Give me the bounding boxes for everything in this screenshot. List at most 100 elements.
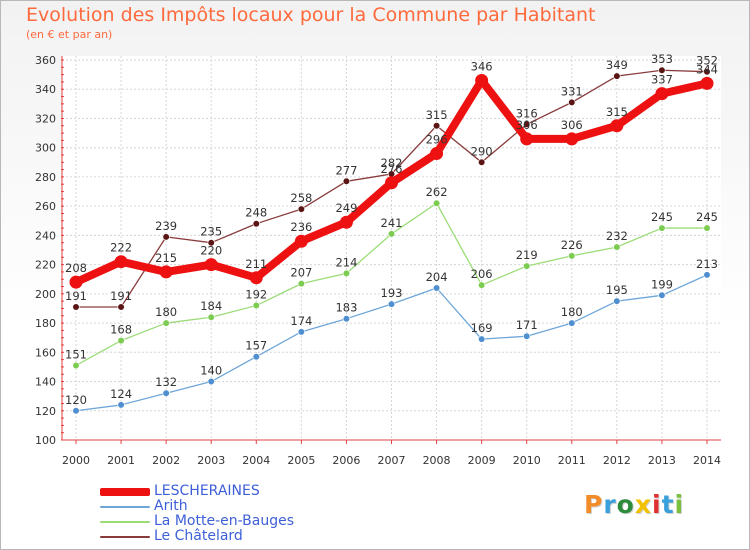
- legend-label: Arith: [154, 498, 188, 514]
- legend-swatch: [100, 521, 150, 523]
- chart-subtitle: (en € et par an): [26, 28, 113, 41]
- data-label: 180: [155, 305, 177, 319]
- data-point: [700, 76, 714, 90]
- x-tick-label: 2014: [693, 454, 721, 467]
- data-label: 296: [426, 133, 448, 147]
- legend-label: Le Châtelard: [154, 528, 243, 544]
- data-label: 120: [65, 393, 87, 407]
- legend-label: LESCHERAINES: [154, 483, 260, 499]
- data-point: [613, 243, 621, 251]
- data-point: [204, 258, 218, 272]
- y-tick-label: 320: [35, 112, 56, 125]
- data-point: [72, 361, 80, 370]
- data-label: 140: [200, 364, 222, 378]
- data-point: [568, 252, 576, 260]
- logo-letter: P: [584, 490, 604, 519]
- data-point: [387, 300, 396, 308]
- data-label: 315: [606, 105, 628, 119]
- data-point: [385, 176, 398, 190]
- data-label: 290: [471, 144, 493, 158]
- data-label: 337: [651, 73, 673, 87]
- data-label: 174: [290, 314, 312, 328]
- data-point: [297, 205, 305, 213]
- data-point: [565, 132, 579, 146]
- legend-label: La Motte-en-Bauges: [154, 513, 295, 529]
- data-label: 262: [426, 185, 448, 199]
- data-label: 226: [561, 238, 583, 252]
- data-label: 344: [696, 62, 718, 76]
- data-point: [432, 199, 441, 207]
- data-point: [207, 377, 215, 386]
- y-tick-label: 160: [35, 346, 56, 359]
- y-tick-label: 140: [35, 376, 56, 389]
- data-point: [432, 122, 441, 130]
- data-point: [568, 98, 576, 106]
- data-label: 191: [110, 289, 132, 303]
- y-tick-label: 280: [35, 171, 56, 184]
- data-point: [294, 234, 308, 248]
- data-label: 183: [335, 301, 357, 315]
- data-label: 220: [200, 244, 222, 258]
- chart-title: Evolution des Impôts locaux pour la Comm…: [26, 4, 596, 26]
- data-point: [430, 147, 444, 161]
- data-label: 191: [65, 289, 87, 303]
- data-point: [568, 319, 576, 327]
- y-tick-label: 180: [35, 317, 56, 330]
- data-label: 208: [65, 261, 87, 275]
- data-label: 195: [606, 283, 628, 297]
- data-point: [117, 337, 125, 345]
- x-tick-label: 2002: [152, 454, 180, 467]
- data-point: [478, 158, 486, 166]
- data-label: 315: [426, 108, 448, 122]
- x-tick-label: 2003: [197, 454, 225, 467]
- data-label: 276: [381, 162, 403, 176]
- y-tick-label: 340: [35, 83, 56, 96]
- data-label: 219: [516, 248, 538, 262]
- data-label: 245: [651, 210, 673, 224]
- logo-letter: o: [616, 490, 635, 519]
- y-tick-label: 260: [35, 200, 56, 213]
- legend-swatch: [100, 506, 150, 508]
- data-point: [658, 291, 666, 299]
- data-label: 213: [696, 257, 718, 271]
- data-point: [117, 303, 125, 311]
- x-tick-label: 2012: [603, 454, 631, 467]
- x-tick-label: 2005: [287, 454, 315, 467]
- logo-letter: x: [634, 490, 652, 519]
- logo-letter: t: [661, 490, 675, 519]
- data-point: [252, 301, 260, 310]
- x-tick-label: 2004: [242, 454, 270, 467]
- data-point: [297, 328, 305, 336]
- data-point: [613, 72, 621, 80]
- data-point: [207, 239, 215, 247]
- y-tick-label: 240: [35, 229, 56, 242]
- y-tick-label: 300: [35, 142, 56, 155]
- data-label: 124: [110, 387, 132, 401]
- x-tick-label: 2010: [513, 454, 541, 467]
- data-point: [432, 284, 441, 292]
- data-label: 236: [290, 220, 312, 234]
- data-point: [249, 271, 263, 285]
- data-label: 199: [651, 277, 673, 291]
- data-label: 193: [381, 286, 403, 300]
- data-point: [478, 281, 486, 289]
- data-label: 346: [471, 59, 493, 73]
- data-label: 211: [245, 257, 267, 271]
- data-point: [162, 233, 170, 241]
- y-tick-label: 220: [35, 259, 56, 272]
- data-label: 214: [335, 255, 357, 269]
- logo-letter: i: [674, 490, 685, 519]
- data-point: [658, 66, 666, 74]
- data-point: [613, 297, 621, 305]
- y-tick-label: 200: [35, 288, 56, 301]
- data-label: 222: [110, 241, 132, 255]
- data-label: 258: [290, 191, 312, 205]
- data-point: [655, 87, 669, 101]
- data-point: [475, 73, 489, 87]
- x-tick-label: 2006: [332, 454, 360, 467]
- proxiti-logo: Proxiti: [584, 490, 684, 519]
- data-label: 204: [426, 270, 448, 284]
- data-label: 282: [381, 156, 403, 170]
- y-tick-label: 360: [35, 54, 56, 67]
